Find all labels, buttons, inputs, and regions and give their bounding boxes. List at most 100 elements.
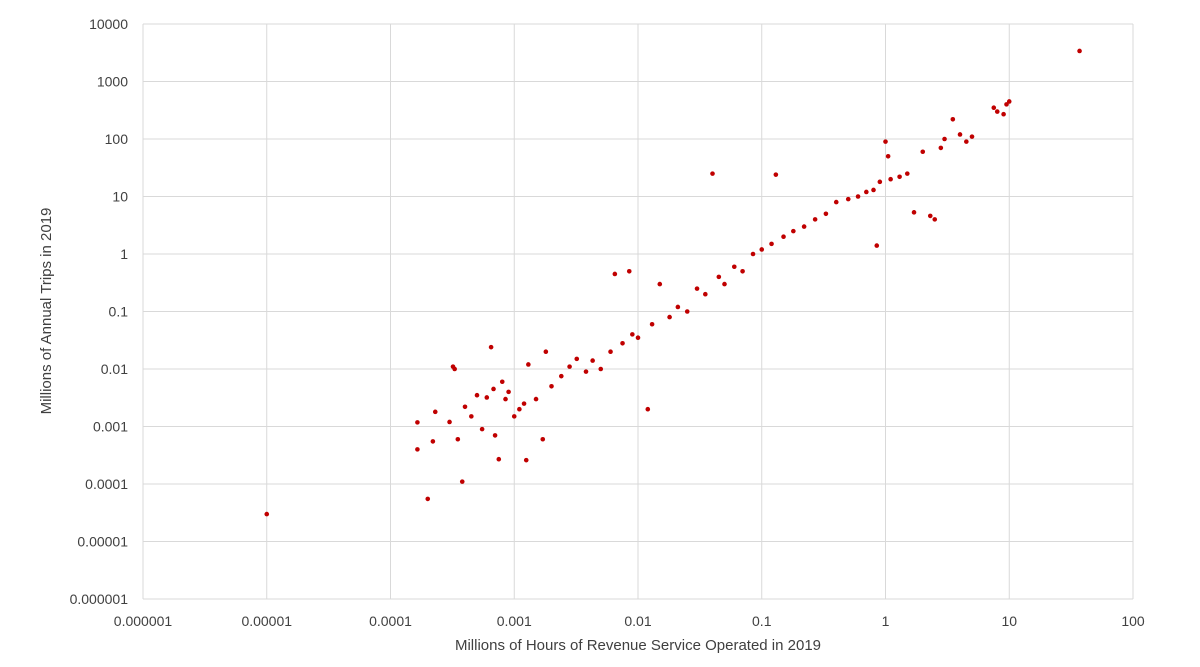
scatter-point [526,362,531,367]
scatter-point [1001,111,1006,117]
scatter-point [911,210,917,215]
scatter-point [462,404,468,410]
scatter-point [1077,48,1082,54]
y-tick-label: 100 [105,131,129,147]
scatter-point [484,395,490,400]
scatter-point [491,386,496,392]
scatter-point [888,176,893,182]
scatter-point [499,379,505,385]
scatter-point [722,281,727,287]
scatter-point [645,406,651,412]
scatter-point [740,269,745,274]
scatter-point [590,358,595,363]
scatter-point [626,269,632,274]
scatter-point [855,194,861,199]
scatter-point [942,136,947,142]
x-tick-label: 0.000001 [114,613,173,629]
scatter-point [488,344,494,350]
scatter-point [469,414,474,419]
scatter-point [459,479,465,484]
scatter-point [703,291,708,297]
scatter-point [791,228,796,234]
scatter-point [920,149,926,155]
data-points [264,48,1082,517]
scatter-point [812,217,818,222]
scatter-point [620,340,625,346]
x-tick-label: 0.00001 [241,613,292,629]
y-axis-tick-labels: 0.000001 0.00001 0.0001 0.001 0.01 0.1 1 10 100 1… [70,16,129,607]
scatter-point [517,406,522,412]
scatter-point [432,409,438,415]
scatter-point [583,369,589,374]
scatter-point [904,171,910,176]
scatter-point [415,447,420,452]
scatter-point [533,396,539,402]
scatter-point [938,145,944,151]
scatter-point [630,332,635,337]
scatter-point [452,366,457,372]
scatter-point [932,217,938,222]
scatter-point [1006,99,1012,104]
scatter-point [559,373,564,379]
scatter-point [649,321,655,327]
x-tick-label: 100 [1121,613,1145,629]
scatter-point [612,271,618,277]
x-tick-label: 1 [882,613,890,629]
y-tick-label: 0.01 [101,361,128,377]
scatter-point [684,309,690,314]
scatter-point [521,401,527,406]
scatter-point [492,433,498,438]
scatter-point [694,286,700,291]
y-axis-title: Millions of Annual Trips in 2019 [38,208,55,415]
scatter-point [716,274,722,280]
scatter-point [969,134,975,139]
scatter-point [773,172,779,177]
y-tick-label: 10000 [89,16,128,32]
scatter-point [506,389,511,395]
scatter-point [769,241,774,247]
scatter-point [496,456,502,462]
x-tick-label: 10 [1001,613,1017,629]
y-tick-label: 1 [120,246,128,262]
scatter-point [927,213,933,219]
scatter-point [415,420,420,425]
y-tick-label: 0.000001 [70,591,129,607]
scatter-point [871,187,876,193]
scatter-point [877,179,883,185]
y-tick-label: 0.0001 [85,476,128,492]
scatter-point [833,199,839,205]
scatter-point [801,224,807,229]
y-tick-label: 0.00001 [77,534,128,550]
y-tick-label: 0.001 [93,419,128,435]
scatter-point [991,105,997,111]
scatter-point [474,392,480,398]
scatter-point [667,314,672,320]
y-tick-label: 0.1 [109,304,129,320]
scatter-point [731,264,737,270]
scatter-point [430,439,436,444]
scatter-point [994,109,1000,114]
scatter-point [657,281,663,287]
scatter-point [710,171,715,176]
scatter-point [759,247,765,252]
scatter-point [567,364,572,369]
gridlines [142,23,1134,600]
scatter-point [479,426,485,432]
scatter-point [635,335,641,341]
scatter-point [503,396,508,402]
scatter-point [957,132,963,137]
x-tick-label: 0.01 [624,613,651,629]
x-tick-label: 0.0001 [369,613,412,629]
scatter-point [883,139,888,144]
y-tick-label: 1000 [97,74,128,90]
scatter-point [543,349,549,354]
y-tick-label: 10 [112,189,128,205]
x-tick-label: 0.1 [752,613,772,629]
scatter-point [425,496,431,502]
x-axis-tick-labels: 0.000001 0.00001 0.0001 0.001 0.01 0.1 1 10 100 [114,613,1145,629]
scatter-point [549,384,554,389]
x-axis-title: Millions of Hours of Revenue Service Ope… [455,637,821,654]
scatter-point [874,243,880,248]
scatter-point [523,457,529,463]
